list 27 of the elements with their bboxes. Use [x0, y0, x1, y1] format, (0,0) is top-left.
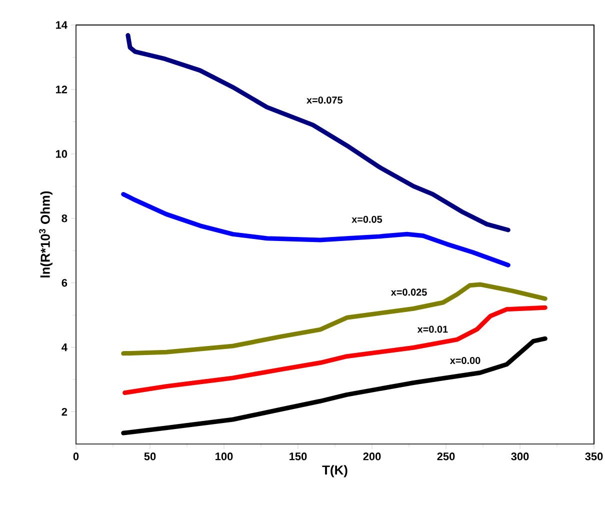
- y-tick-label: 4: [62, 344, 68, 352]
- x-axis-title: T(K): [322, 465, 348, 478]
- x-tick-label: 0: [73, 452, 79, 460]
- line-series: [121, 336, 548, 436]
- x-tick-label: 100: [216, 452, 233, 460]
- x-tick-label: 350: [585, 452, 603, 460]
- y-tick-label: 8: [62, 214, 68, 222]
- line-series: [121, 192, 510, 268]
- line-series: [126, 33, 510, 232]
- series-label: x=0.01: [417, 326, 448, 333]
- y-tick-label: 2: [62, 408, 68, 416]
- series-label: x=0.025: [390, 288, 427, 296]
- x-tick-label: 250: [437, 452, 455, 460]
- series-label: x=0.075: [306, 96, 343, 104]
- y-tick-label: 14: [56, 21, 68, 29]
- series-label: x=0.00: [450, 357, 480, 364]
- y-axis-title: ln(R*10$^{3}$ Ohm): [39, 191, 52, 278]
- x-tick-label: 300: [511, 452, 529, 460]
- line-series: [121, 282, 548, 356]
- series-label: x=0.05: [352, 216, 382, 223]
- x-tick-label: 50: [144, 452, 156, 460]
- y-tick-label: 10: [56, 150, 68, 158]
- y-tick-label: 12: [56, 86, 68, 94]
- x-tick-label: 150: [290, 452, 307, 460]
- x-tick-label: 200: [363, 452, 381, 460]
- y-tick-label: 6: [62, 278, 68, 287]
- line-series: [122, 305, 548, 396]
